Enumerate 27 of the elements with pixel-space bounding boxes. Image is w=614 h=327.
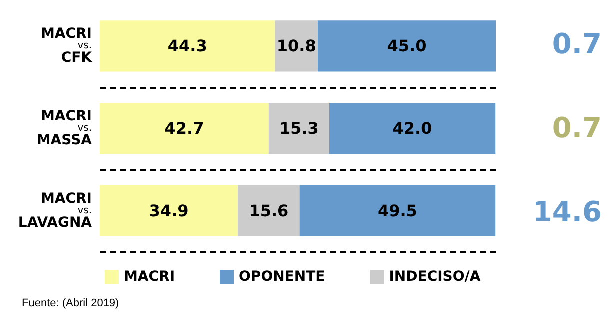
legend-label: OPONENTE xyxy=(239,269,326,285)
bar xyxy=(238,185,300,236)
data-label: 42.7 xyxy=(164,119,204,138)
bar xyxy=(100,20,276,72)
data-label: 15.3 xyxy=(279,119,319,138)
text: 0.7 xyxy=(552,112,602,144)
bar xyxy=(100,102,269,154)
text: 0.7 xyxy=(552,28,602,60)
bar xyxy=(318,20,496,72)
bar xyxy=(329,102,496,154)
data-label: 15.6 xyxy=(249,201,289,220)
text: 14.6 xyxy=(532,196,602,228)
bar xyxy=(100,185,238,236)
y-tick-label: MACRI vs. LAVAGNA xyxy=(18,190,92,231)
legend-label: INDECISO/A xyxy=(389,269,481,285)
bar xyxy=(268,102,330,154)
data-label: 49.5 xyxy=(378,201,418,220)
data-label: 42.0 xyxy=(392,119,432,138)
y-tick-label: MACRI vs. CFK xyxy=(40,26,94,66)
data-label: 45.0 xyxy=(387,36,427,56)
legend-label: MACRI xyxy=(124,269,176,285)
bar xyxy=(300,185,496,236)
data-label: 34.9 xyxy=(149,201,189,220)
y-tick-label: MACRI vs. MASSA xyxy=(36,108,92,148)
source-note: Fuente: (Abril 2019) xyxy=(22,298,120,310)
data-label: 44.3 xyxy=(168,36,208,56)
data-label: 10.8 xyxy=(276,36,316,56)
